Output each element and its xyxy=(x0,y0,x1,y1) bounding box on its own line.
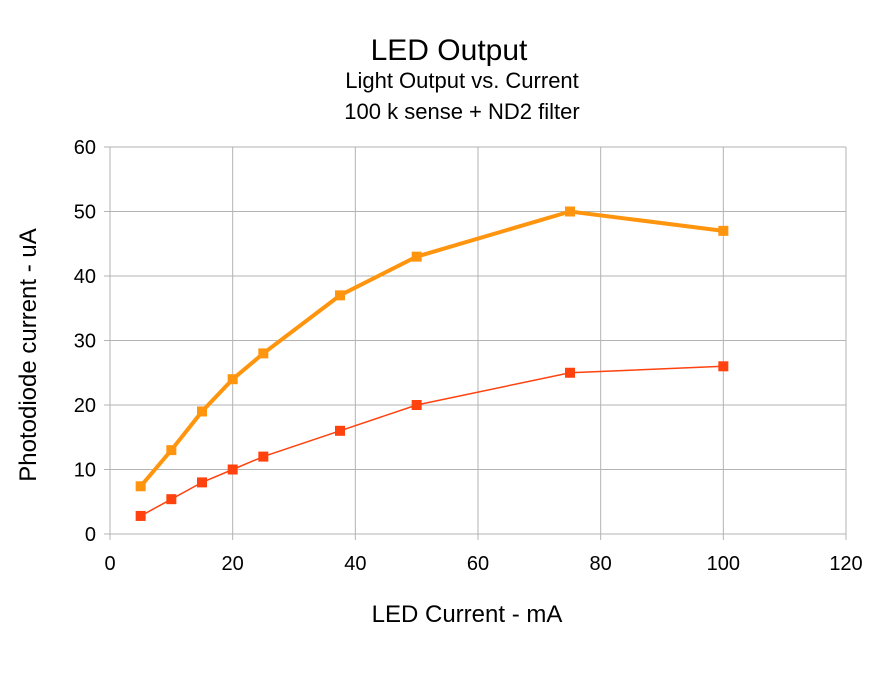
series-line-2 xyxy=(140,365,724,517)
x-tick-label: 0 xyxy=(104,553,115,575)
data-point xyxy=(565,367,575,378)
y-tick-label: 0 xyxy=(85,524,96,546)
y-tick-label: 10 xyxy=(74,460,96,482)
data-point xyxy=(197,406,207,417)
data-point xyxy=(718,225,729,236)
y-axis-label: Photodiode current - uA xyxy=(15,228,42,482)
data-point xyxy=(258,348,269,359)
data-point xyxy=(411,400,422,410)
x-tick-label: 120 xyxy=(829,553,862,575)
x-tick-label: 60 xyxy=(467,553,489,575)
y-tick-label: 50 xyxy=(74,202,96,224)
y-tick-label: 20 xyxy=(74,395,96,417)
y-tick-label: 60 xyxy=(74,137,96,159)
x-axis-label: LED Current - mA xyxy=(372,601,563,628)
y-tick-label: 30 xyxy=(74,331,96,353)
data-point xyxy=(197,477,207,488)
data-point xyxy=(258,451,269,462)
data-point xyxy=(135,510,146,521)
x-tick-label: 40 xyxy=(344,553,366,575)
chart-subtitle-1: Light Output vs. Current xyxy=(345,68,579,93)
data-point xyxy=(166,445,177,456)
data-point xyxy=(227,374,238,385)
y-tick-label: 40 xyxy=(74,266,96,288)
data-point xyxy=(135,481,146,492)
data-point xyxy=(335,290,345,301)
data-point xyxy=(335,425,345,436)
x-tick-label: 100 xyxy=(707,553,740,575)
data-point xyxy=(411,251,422,262)
x-tick-label: 80 xyxy=(590,553,612,575)
data-point xyxy=(718,361,729,372)
chart-title: LED Output xyxy=(371,34,528,67)
series-line-1 xyxy=(139,209,724,488)
x-tick-label: 20 xyxy=(222,553,244,575)
chart-subtitle-2: 100 k sense + ND2 filter xyxy=(344,99,579,124)
data-point xyxy=(227,464,238,475)
data-point xyxy=(565,206,575,217)
data-point xyxy=(166,494,177,505)
